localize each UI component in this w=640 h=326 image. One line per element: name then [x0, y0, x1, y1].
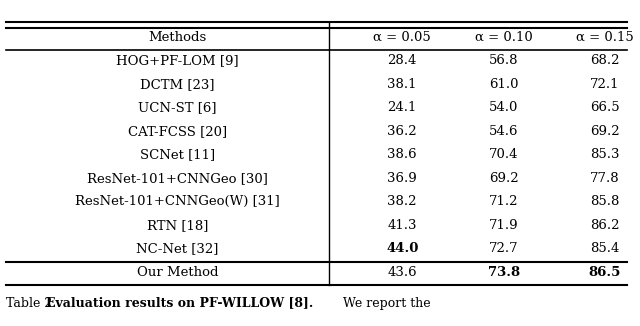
- Text: We report the: We report the: [339, 297, 431, 310]
- Text: 36.9: 36.9: [387, 172, 417, 185]
- Text: 72.1: 72.1: [590, 78, 620, 91]
- Text: 85.3: 85.3: [590, 148, 620, 161]
- Text: 73.8: 73.8: [488, 266, 520, 279]
- Text: ResNet-101+CNNGeo [30]: ResNet-101+CNNGeo [30]: [87, 172, 268, 185]
- Text: 86.5: 86.5: [589, 266, 621, 279]
- Text: 54.0: 54.0: [489, 101, 518, 114]
- Text: 66.5: 66.5: [590, 101, 620, 114]
- Text: α = 0.10: α = 0.10: [475, 31, 532, 44]
- Text: 54.6: 54.6: [489, 125, 518, 138]
- Text: ResNet-101+CNNGeo(W) [31]: ResNet-101+CNNGeo(W) [31]: [75, 195, 280, 208]
- Text: Methods: Methods: [148, 31, 207, 44]
- Text: Evaluation results on PF-WILLOW [8].: Evaluation results on PF-WILLOW [8].: [45, 297, 313, 310]
- Text: 70.4: 70.4: [489, 148, 518, 161]
- Text: 72.7: 72.7: [489, 242, 518, 255]
- Text: 38.6: 38.6: [387, 148, 417, 161]
- Text: 28.4: 28.4: [388, 54, 417, 67]
- Text: Our Method: Our Method: [136, 266, 218, 279]
- Text: α = 0.05: α = 0.05: [373, 31, 431, 44]
- Text: UCN-ST [6]: UCN-ST [6]: [138, 101, 216, 114]
- Text: 71.2: 71.2: [489, 195, 518, 208]
- Text: 61.0: 61.0: [489, 78, 518, 91]
- Text: DCTM [23]: DCTM [23]: [140, 78, 214, 91]
- Text: 77.8: 77.8: [590, 172, 620, 185]
- Text: 24.1: 24.1: [388, 101, 417, 114]
- Text: α = 0.15: α = 0.15: [576, 31, 634, 44]
- Text: 69.2: 69.2: [590, 125, 620, 138]
- Text: SCNet [11]: SCNet [11]: [140, 148, 215, 161]
- Text: 36.2: 36.2: [387, 125, 417, 138]
- Text: 85.4: 85.4: [590, 242, 620, 255]
- Text: 86.2: 86.2: [590, 219, 620, 232]
- Text: 38.1: 38.1: [387, 78, 417, 91]
- Text: 68.2: 68.2: [590, 54, 620, 67]
- Text: 85.8: 85.8: [590, 195, 620, 208]
- Text: 44.0: 44.0: [386, 242, 419, 255]
- Text: CAT-FCSS [20]: CAT-FCSS [20]: [128, 125, 227, 138]
- Text: 71.9: 71.9: [489, 219, 518, 232]
- Text: 69.2: 69.2: [489, 172, 518, 185]
- Text: 41.3: 41.3: [387, 219, 417, 232]
- Text: 56.8: 56.8: [489, 54, 518, 67]
- Text: RTN [18]: RTN [18]: [147, 219, 208, 232]
- Text: NC-Net [32]: NC-Net [32]: [136, 242, 218, 255]
- Text: HOG+PF-LOM [9]: HOG+PF-LOM [9]: [116, 54, 239, 67]
- Text: 38.2: 38.2: [387, 195, 417, 208]
- Text: Table 2.: Table 2.: [6, 297, 60, 310]
- Text: 43.6: 43.6: [387, 266, 417, 279]
